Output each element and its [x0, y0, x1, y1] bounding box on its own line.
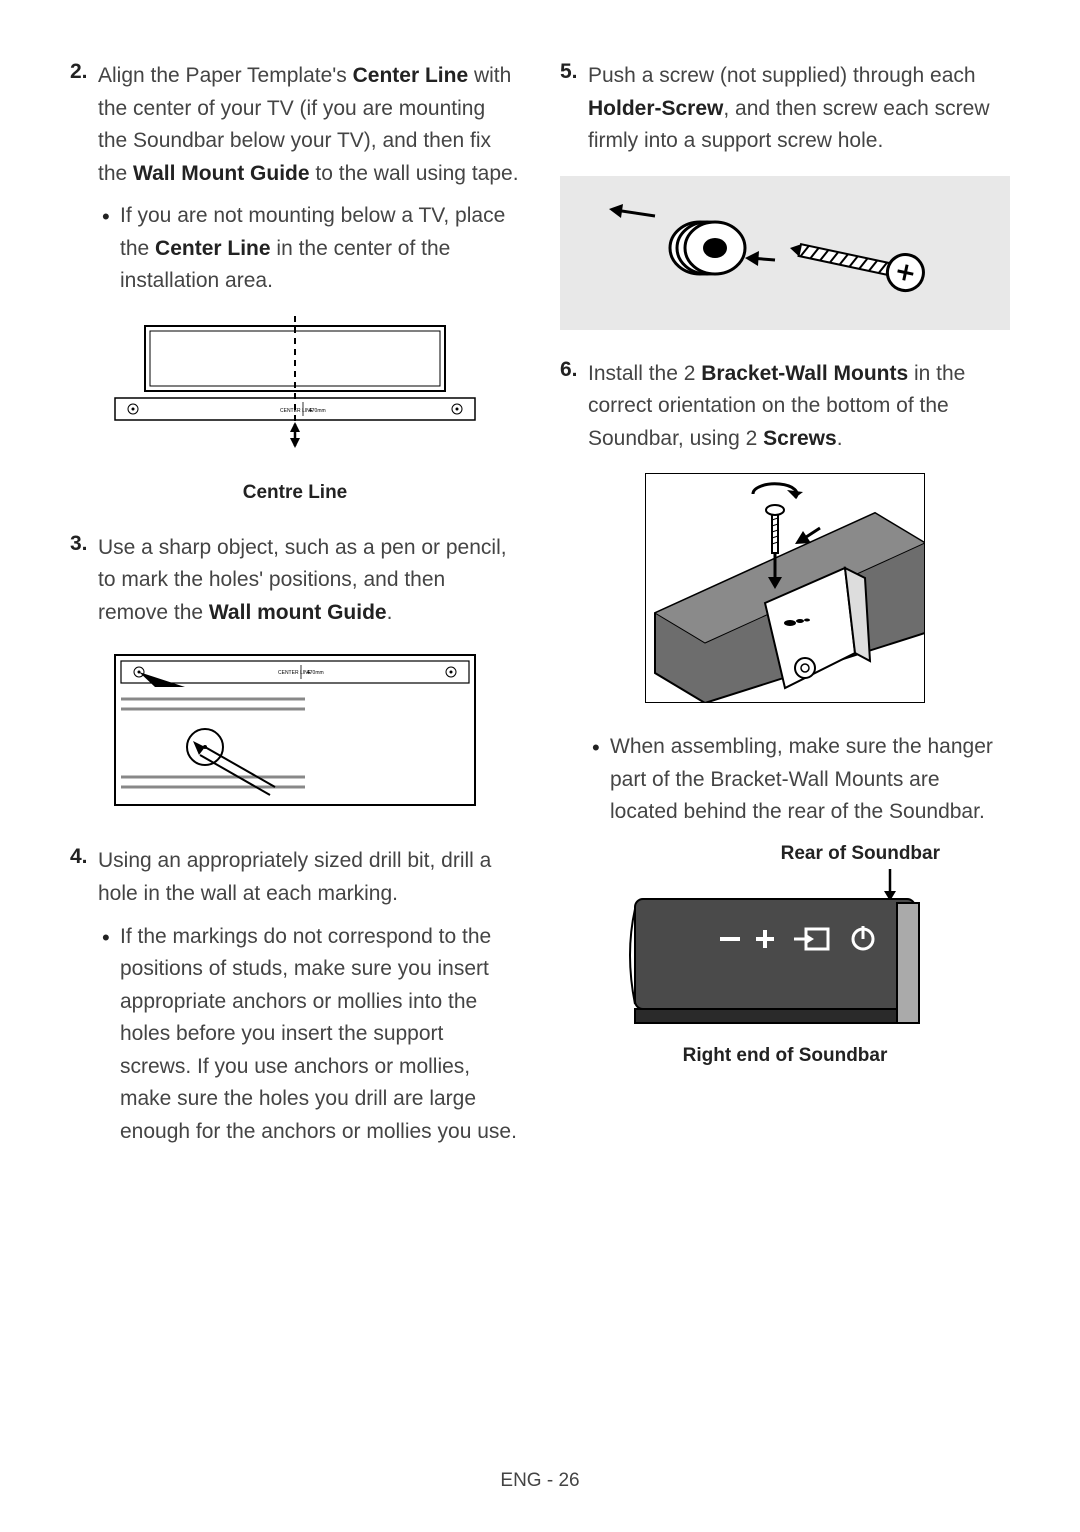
step-5: 5. Push a screw (not supplied) through e… — [560, 60, 1010, 158]
step-text: Push a screw (not supplied) through each… — [588, 60, 1010, 158]
step-text: Align the Paper Template's Center Line w… — [98, 60, 520, 298]
step-number: 4. — [70, 845, 98, 1148]
figure-mark-holes: CENTER LINE 470mm — [70, 647, 520, 817]
two-column-layout: 2. Align the Paper Template's Center Lin… — [70, 60, 1010, 1166]
step-4: 4. Using an appropriately sized drill bi… — [70, 845, 520, 1148]
step-6-note: When assembling, make sure the hanger pa… — [588, 731, 1010, 829]
step-number: 6. — [560, 358, 588, 456]
figure-bracket-mount — [560, 473, 1010, 703]
figure-caption-top: Rear of Soundbar — [560, 843, 1010, 865]
svg-text:470mm: 470mm — [309, 408, 326, 414]
figure-centre-line: CENTER LINE 470mm Centre Line — [70, 316, 520, 504]
figure-holder-screw — [560, 176, 1010, 330]
step-number: 5. — [560, 60, 588, 158]
step-text: Install the 2 Bracket-Wall Mounts in the… — [588, 358, 1010, 456]
step-number: 2. — [70, 60, 98, 298]
figure-rear-soundbar: Rear of Soundbar — [560, 843, 1010, 1067]
step-text: Use a sharp object, such as a pen or pen… — [98, 532, 520, 630]
step-4-bullet: If the markings do not correspond to the… — [98, 921, 520, 1149]
step-text: Using an appropriately sized drill bit, … — [98, 845, 520, 1148]
step-3: 3. Use a sharp object, such as a pen or … — [70, 532, 520, 630]
left-column: 2. Align the Paper Template's Center Lin… — [70, 60, 520, 1166]
step-2: 2. Align the Paper Template's Center Lin… — [70, 60, 520, 298]
step-2-bullet: If you are not mounting below a TV, plac… — [98, 200, 520, 298]
right-column: 5. Push a screw (not supplied) through e… — [560, 60, 1010, 1166]
step-number: 3. — [70, 532, 98, 630]
figure-caption: Centre Line — [70, 482, 520, 504]
figure-caption-bottom: Right end of Soundbar — [560, 1045, 1010, 1067]
svg-text:470mm: 470mm — [307, 670, 324, 676]
step-6: 6. Install the 2 Bracket-Wall Mounts in … — [560, 358, 1010, 456]
page-footer: ENG - 26 — [0, 1470, 1080, 1492]
